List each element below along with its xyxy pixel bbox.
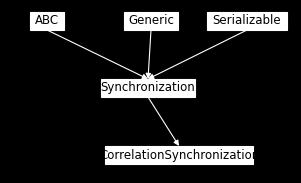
Text: Serializable: Serializable — [213, 14, 281, 27]
Text: CorrelationSynchronization: CorrelationSynchronization — [99, 148, 259, 162]
FancyBboxPatch shape — [101, 79, 195, 97]
Text: Synchronization: Synchronization — [101, 81, 195, 94]
FancyBboxPatch shape — [124, 12, 178, 30]
FancyBboxPatch shape — [207, 12, 287, 30]
Text: Generic: Generic — [128, 14, 174, 27]
Text: ABC: ABC — [35, 14, 59, 27]
FancyBboxPatch shape — [29, 12, 64, 30]
FancyBboxPatch shape — [105, 146, 253, 164]
